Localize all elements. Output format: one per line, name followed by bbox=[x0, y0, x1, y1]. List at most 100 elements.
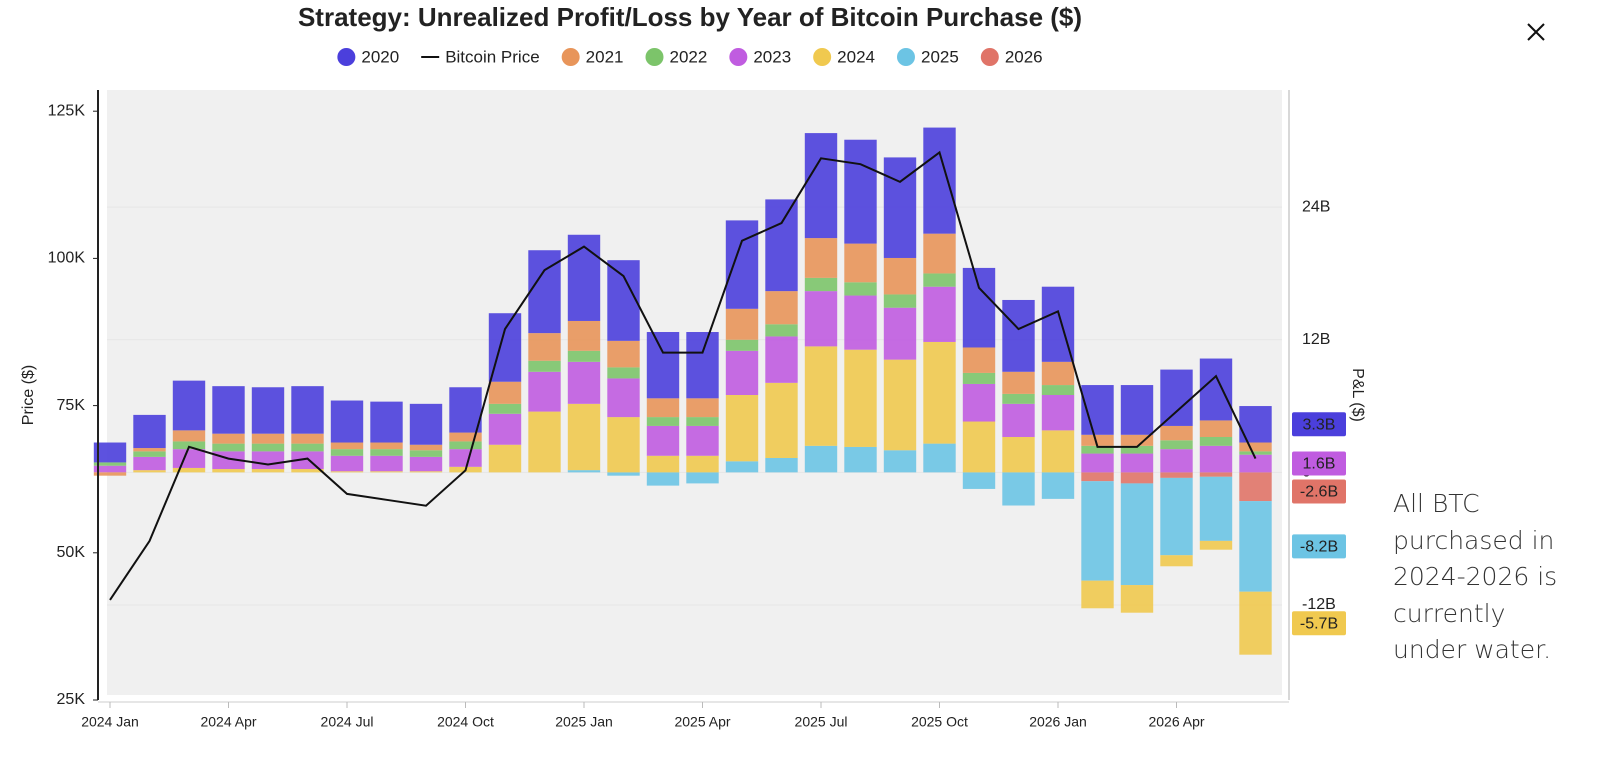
bar-segment bbox=[567, 403, 601, 471]
bar-segment bbox=[567, 361, 601, 404]
bar-segment bbox=[1160, 425, 1193, 441]
bar-segment bbox=[804, 238, 838, 278]
bar-segment bbox=[844, 282, 877, 296]
bar-segment bbox=[923, 286, 956, 342]
bar-segment bbox=[1160, 369, 1193, 426]
bar-segment bbox=[291, 443, 324, 452]
legend: 2020 Bitcoin Price 2021 2022 2023 2024 2025 202… bbox=[337, 47, 1043, 66]
x-tick-label: 2024 Jul bbox=[321, 714, 374, 730]
x-tick-label: 2025 Oct bbox=[911, 714, 968, 730]
bar-segment bbox=[765, 199, 798, 292]
bar-segment bbox=[251, 387, 285, 434]
bar-segment bbox=[1041, 472, 1075, 499]
bar-segment bbox=[607, 417, 640, 473]
bar-segment bbox=[133, 470, 166, 473]
legend-item: 2024 bbox=[813, 47, 875, 66]
bar-segment bbox=[883, 359, 917, 451]
end-label: 1.6B bbox=[1292, 451, 1346, 476]
bar-segment bbox=[923, 127, 956, 234]
bar-segment bbox=[962, 383, 996, 422]
bar-segment bbox=[1081, 481, 1114, 581]
bar-segment bbox=[1160, 449, 1193, 473]
bar-segment bbox=[686, 417, 719, 426]
bar-segment bbox=[488, 403, 522, 414]
x-tick-label: 2026 Jan bbox=[1029, 714, 1087, 730]
bar-segment bbox=[923, 443, 956, 473]
bar-segment bbox=[962, 347, 996, 373]
bar-segment bbox=[1120, 585, 1154, 613]
legend-item: Bitcoin Price bbox=[421, 47, 540, 66]
end-label-text: -2.6B bbox=[1300, 484, 1338, 501]
bar-segment bbox=[883, 257, 917, 295]
legend-marker bbox=[813, 48, 832, 66]
legend-marker bbox=[729, 48, 748, 66]
bar-segment bbox=[1041, 430, 1075, 473]
end-label-bg bbox=[1292, 412, 1346, 437]
bar-segment bbox=[804, 291, 838, 347]
y2-axis-title: P&L ($) bbox=[1349, 368, 1366, 422]
bar-segment bbox=[93, 472, 127, 476]
bar-segment bbox=[1199, 472, 1233, 477]
bar-segment bbox=[93, 462, 127, 466]
bar-segment bbox=[133, 414, 166, 449]
legend-label: 2024 bbox=[837, 47, 875, 66]
bar-segment bbox=[844, 446, 877, 473]
bar-segment bbox=[1081, 453, 1114, 473]
end-label-text: 3.3B bbox=[1303, 417, 1336, 434]
bar-segment bbox=[567, 350, 601, 362]
bar-segment bbox=[725, 308, 759, 340]
bar-segment bbox=[646, 455, 680, 473]
bar-segment bbox=[1002, 299, 1035, 372]
bar-segment bbox=[1239, 501, 1272, 592]
bar-segment bbox=[725, 350, 759, 395]
bar-segment bbox=[923, 273, 956, 287]
bar-segment bbox=[1160, 440, 1193, 450]
bar-segment bbox=[449, 449, 482, 467]
bar-segment bbox=[804, 277, 838, 292]
bar-segment bbox=[607, 340, 640, 368]
bar-segment bbox=[1081, 445, 1114, 454]
bar-segment bbox=[370, 471, 403, 473]
bar-segment bbox=[765, 336, 798, 383]
bar-segment bbox=[1239, 591, 1272, 655]
bar-segment bbox=[370, 401, 403, 443]
bar-segment bbox=[1002, 472, 1035, 506]
bar-segment bbox=[409, 456, 443, 472]
bar-segment bbox=[844, 349, 877, 447]
bar-segment bbox=[449, 387, 482, 433]
end-label: -8.2B bbox=[1292, 534, 1346, 559]
legend-label: Bitcoin Price bbox=[445, 47, 539, 66]
bar-segment bbox=[567, 470, 601, 473]
bar-segment bbox=[1002, 393, 1035, 404]
bar-segment bbox=[844, 295, 877, 350]
bar-segment bbox=[1081, 580, 1114, 609]
bar-segment bbox=[962, 472, 996, 489]
bar-segment bbox=[528, 360, 561, 372]
bar-segment bbox=[646, 472, 680, 486]
bar-segment bbox=[844, 243, 877, 283]
bar-segment bbox=[607, 367, 640, 379]
bar-segment bbox=[528, 371, 561, 412]
bar-segment bbox=[251, 451, 285, 470]
bar-segment bbox=[291, 469, 324, 473]
bar-segment bbox=[1120, 445, 1154, 454]
bar-segment bbox=[291, 386, 324, 434]
close-button[interactable] bbox=[1521, 17, 1551, 47]
bar-segment bbox=[291, 433, 324, 444]
bar-segment bbox=[844, 139, 877, 244]
legend-marker bbox=[337, 48, 356, 66]
bar-segment bbox=[765, 457, 798, 473]
chart-title: Strategy: Unrealized Profit/Loss by Year… bbox=[298, 2, 1082, 32]
bar-segment bbox=[686, 455, 719, 473]
bar-segment bbox=[409, 403, 443, 445]
y2-tick-label: 24B bbox=[1302, 198, 1330, 215]
bar-segment bbox=[133, 456, 166, 471]
bar-segment bbox=[1120, 483, 1154, 586]
bar-segment bbox=[212, 386, 245, 434]
legend-marker bbox=[645, 48, 664, 66]
bar-segment bbox=[646, 332, 680, 399]
chart: Strategy: Unrealized Profit/Loss by Year… bbox=[20, 2, 1366, 730]
bar-segment bbox=[607, 378, 640, 418]
bar-segment bbox=[567, 320, 601, 351]
